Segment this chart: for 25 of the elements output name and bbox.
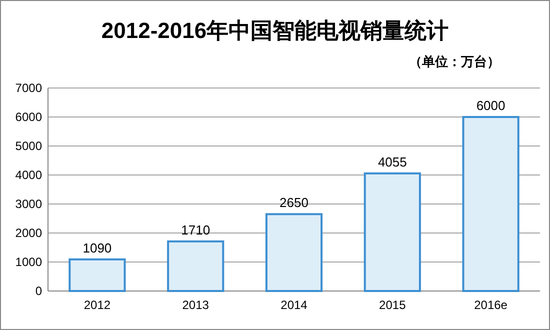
x-tick-label: 2014 <box>280 298 308 312</box>
y-tick-label: 6000 <box>15 110 42 124</box>
chart-title: 2012-2016年中国智能电视销量统计 <box>101 18 449 43</box>
chart-subtitle: （单位：万台） <box>409 54 500 69</box>
y-tick-label: 0 <box>35 284 42 298</box>
data-label: 4055 <box>378 154 407 170</box>
bar <box>364 172 421 292</box>
y-tick-label: 2000 <box>15 226 42 240</box>
bar <box>265 213 323 292</box>
y-tick-label: 7000 <box>15 81 42 95</box>
data-label: 2650 <box>280 195 308 210</box>
y-tick-label: 5000 <box>15 139 42 153</box>
y-tick-label: 1000 <box>15 255 42 269</box>
x-tick-label: 2015 <box>379 298 406 312</box>
x-tick-label: 2012 <box>84 298 111 312</box>
bar <box>167 240 224 292</box>
y-tick-label: 4000 <box>15 168 42 182</box>
bar <box>462 116 520 292</box>
data-label: 1090 <box>82 240 112 256</box>
x-tick-label: 2016e <box>474 298 508 312</box>
x-tick-label: 2013 <box>182 298 210 312</box>
y-tick-label: 3000 <box>15 197 42 211</box>
data-label: 1710 <box>181 222 210 238</box>
bar <box>68 258 126 292</box>
data-label: 6000 <box>476 98 506 113</box>
